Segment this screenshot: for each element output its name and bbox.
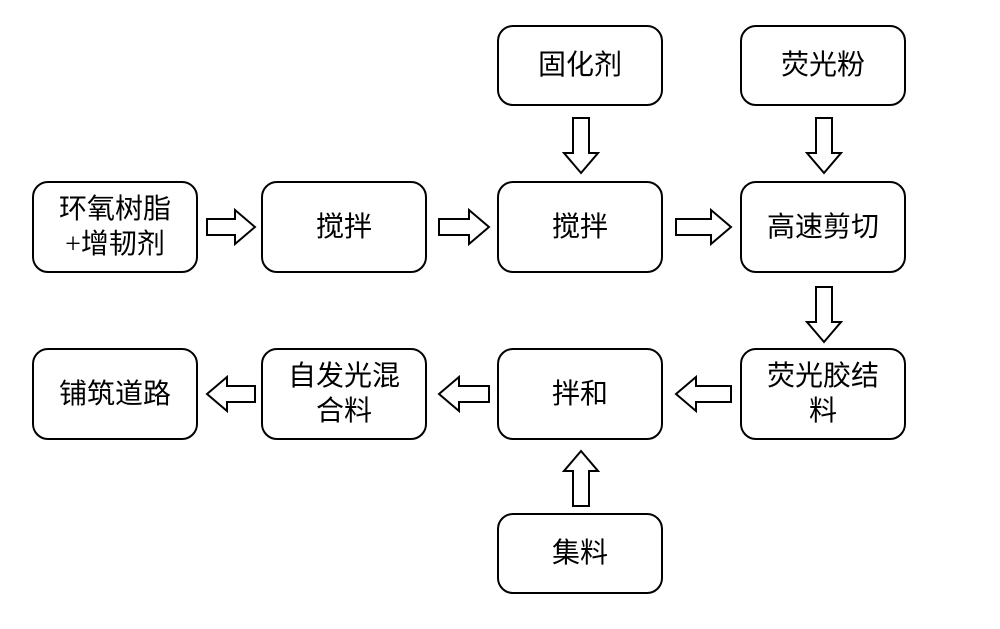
flowchart-node: 荧光胶结料	[740, 348, 906, 440]
flowchart-arrow	[674, 375, 733, 413]
flowchart-node: 高速剪切	[740, 181, 906, 273]
flowchart-arrow	[205, 375, 257, 413]
flowchart-node: 搅拌	[261, 181, 427, 273]
flowchart-arrow	[437, 375, 491, 413]
flowchart-node: 固化剂	[497, 25, 663, 106]
flowchart-arrow	[562, 116, 600, 175]
flowchart-arrow	[562, 449, 600, 508]
flowchart-node: 拌和	[497, 348, 663, 440]
flowchart-node: 自发光混合料	[261, 348, 427, 440]
flowchart-node: 铺筑道路	[32, 348, 198, 440]
flowchart-arrow	[805, 285, 843, 344]
flowchart-diagram: 环氧树脂+增韧剂搅拌搅拌高速剪切固化剂荧光粉荧光胶结料拌和集料自发光混合料铺筑道…	[0, 0, 1000, 629]
flowchart-node: 集料	[497, 513, 663, 594]
flowchart-node: 荧光粉	[740, 25, 906, 106]
flowchart-node: 环氧树脂+增韧剂	[32, 181, 198, 273]
flowchart-node: 搅拌	[497, 181, 663, 273]
flowchart-arrow	[437, 208, 491, 246]
flowchart-arrow	[805, 116, 843, 175]
flowchart-arrow	[205, 208, 257, 246]
flowchart-arrow	[674, 208, 733, 246]
